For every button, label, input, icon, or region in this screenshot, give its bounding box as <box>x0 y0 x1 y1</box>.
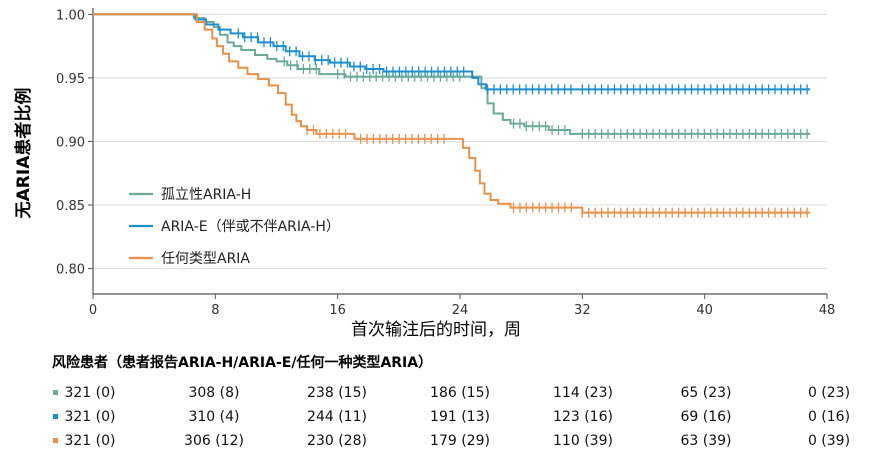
risk-cell: 244 (11) <box>307 409 367 425</box>
y-axis-label: 无ARIA患者比例 <box>13 88 34 220</box>
risk-cell: 0 (16) <box>808 409 850 425</box>
risk-row-marker <box>53 390 58 395</box>
risk-row-1: 321 (0) 310 (4) 244 (11) 191 (13) 123 (16) 69… <box>53 409 850 425</box>
risk-cell: 114 (23) <box>553 385 613 401</box>
series-2 <box>93 13 811 218</box>
risk-cell: 63 (39) <box>680 433 731 449</box>
grid-lines <box>93 13 827 270</box>
risk-cell: 310 (4) <box>188 409 239 425</box>
legend-label: 任何类型ARIA <box>161 251 250 267</box>
risk-row-marker <box>53 438 58 443</box>
risk-cell: 0 (23) <box>808 385 850 401</box>
y-tick-label: 0.95 <box>56 72 85 87</box>
risk-cell: 179 (29) <box>430 433 490 449</box>
risk-cell: 123 (16) <box>553 409 613 425</box>
x-tick-label: 24 <box>452 303 469 318</box>
risk-cell: 110 (39) <box>553 433 613 449</box>
risk-cell: 321 (0) <box>64 385 115 401</box>
series-1 <box>93 13 811 95</box>
risk-cell: 321 (0) <box>64 433 115 449</box>
x-tick-label: 48 <box>819 303 836 318</box>
risk-cell: 186 (15) <box>430 385 490 401</box>
risk-table: 风险患者（患者报告ARIA-H/ARIA-E/任何一种类型ARIA） 321 (… <box>52 354 850 449</box>
risk-cell: 238 (15) <box>307 385 367 401</box>
x-tick-label: 32 <box>574 303 591 318</box>
risk-cell: 69 (16) <box>680 409 731 425</box>
risk-table-title: 风险患者（患者报告ARIA-H/ARIA-E/任何一种类型ARIA） <box>52 354 432 371</box>
y-tick-label: 0.85 <box>56 199 85 214</box>
risk-row-2: 321 (0) 306 (12) 230 (28) 179 (29) 110 (39) 6… <box>53 433 850 449</box>
risk-row-marker <box>53 414 58 419</box>
survival-curves <box>93 13 811 218</box>
x-tick-label: 16 <box>329 303 346 318</box>
survival-curve <box>93 13 811 91</box>
y-tick-label: 0.90 <box>56 135 85 150</box>
risk-cell: 306 (12) <box>184 433 244 449</box>
risk-row-0: 321 (0) 308 (8) 238 (15) 186 (15) 114 (23) 65… <box>53 385 850 401</box>
legend-label: ARIA-E（伴或不伴ARIA-H） <box>161 219 340 235</box>
y-tick-label: 1.00 <box>56 8 85 23</box>
x-axis-label: 首次输注后的时间，周 <box>351 320 521 340</box>
survival-curve <box>93 13 811 135</box>
axis-ticks: 0.80 0.85 0.90 0.95 1.00 0 8 16 24 32 40 48 <box>56 8 835 318</box>
x-tick-label: 0 <box>89 303 97 318</box>
y-tick-label: 0.80 <box>56 263 85 278</box>
legend: 孤立性ARIA-H ARIA-E（伴或不伴ARIA-H） 任何类型ARIA <box>129 187 340 267</box>
risk-cell: 191 (13) <box>430 409 490 425</box>
risk-cell: 321 (0) <box>64 409 115 425</box>
survival-curve <box>93 13 811 214</box>
risk-cell: 0 (39) <box>808 433 850 449</box>
risk-cell: 308 (8) <box>188 385 239 401</box>
x-tick-label: 8 <box>211 303 219 318</box>
x-tick-label: 40 <box>696 303 713 318</box>
risk-cell: 230 (28) <box>307 433 367 449</box>
legend-label: 孤立性ARIA-H <box>161 187 251 203</box>
series-0 <box>93 13 811 139</box>
risk-cell: 65 (23) <box>680 385 731 401</box>
